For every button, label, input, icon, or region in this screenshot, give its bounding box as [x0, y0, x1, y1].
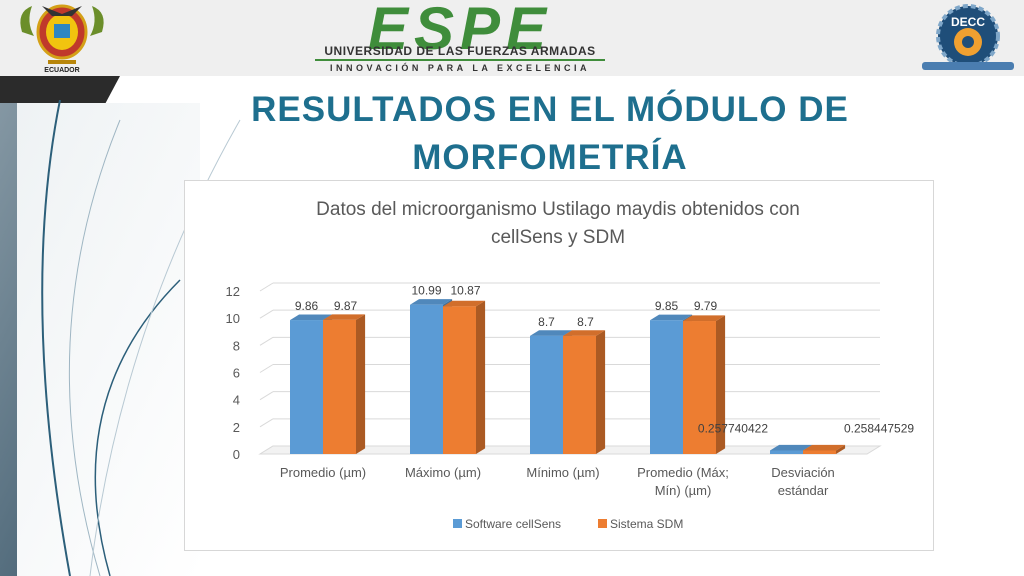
logo-divider [315, 59, 605, 61]
data-label: 9.79 [694, 299, 718, 313]
institution-name: UNIVERSIDAD DE LAS FUERZAS ARMADAS [324, 44, 596, 58]
y-tick-label: 10 [226, 311, 240, 326]
data-label: 10.99 [411, 284, 441, 298]
data-label: 8.7 [538, 315, 555, 329]
gridline-depth [259, 364, 274, 373]
bar-top [770, 444, 813, 451]
slide-title-line2: MORFOMETRÍA [412, 138, 688, 177]
institution-motto: INNOVACIÓN PARA LA EXCELENCIA [329, 63, 590, 73]
bar-side [836, 444, 846, 454]
data-label: 0.258447529 [844, 421, 914, 435]
decc-logo-icon: DECC [922, 4, 1014, 70]
y-tick-label: 0 [233, 447, 240, 462]
bar-top [683, 315, 726, 322]
chart-container: Datos del microorganismo Ustilago maydis… [184, 180, 934, 551]
bar-chart: Datos del microorganismo Ustilago maydis… [226, 199, 915, 531]
x-axis-label: Mín) (µm) [655, 483, 712, 498]
x-axis-label: estándar [778, 483, 829, 498]
bar [530, 335, 563, 454]
x-axis-labels: Promedio (µm) Máximo (µm) Mínimo (µm) Prome… [280, 465, 835, 498]
bar-side [596, 330, 606, 454]
gridline-depth [259, 391, 274, 401]
bar-side [356, 314, 366, 454]
gridline-depth [259, 336, 274, 346]
slide-title-line1: RESULTADOS EN EL MÓDULO DE [251, 90, 849, 129]
background-shade [0, 103, 200, 576]
legend-label: Software cellSens [465, 517, 561, 531]
y-tick-label: 8 [233, 338, 240, 353]
ecuador-seal-icon: ECUADOR [20, 4, 104, 74]
chart-title-line2: cellSens y SDM [491, 227, 625, 248]
y-axis-ticks: 0 2 4 6 8 10 12 [226, 284, 240, 462]
bar [803, 450, 836, 454]
y-tick-label: 2 [233, 420, 240, 435]
bar-top [323, 314, 366, 320]
legend-label: Sistema SDM [610, 517, 683, 531]
bars: 9.86 9.87 10.99 10.87 8.7 8.7 9.85 9.79 0.257740… [290, 284, 914, 454]
legend-swatch [453, 519, 462, 528]
bar-top [443, 300, 486, 307]
x-axis-label: Máximo (µm) [405, 465, 481, 480]
data-label: 9.87 [334, 299, 358, 313]
bar-top [563, 330, 606, 336]
bar [443, 306, 476, 454]
y-tick-label: 6 [233, 366, 240, 381]
bar [683, 321, 716, 454]
seal-caption: ECUADOR [44, 67, 79, 74]
x-axis-label: Mínimo (µm) [526, 465, 599, 480]
decc-label: DECC [951, 15, 985, 29]
bar-top [290, 314, 333, 321]
decorative-curves [41, 100, 241, 576]
espe-logo: ESPE [367, 0, 553, 62]
bar-top [803, 444, 846, 451]
chart-title-line1: Datos del microorganismo Ustilago maydis… [316, 199, 800, 220]
bar-top [410, 299, 453, 305]
bar-side [716, 315, 726, 454]
data-label: 9.85 [655, 299, 679, 313]
bar-top [530, 330, 573, 336]
bar [290, 320, 323, 454]
x-axis-label: Desviación [771, 465, 835, 480]
bar [563, 335, 596, 454]
bar [323, 319, 356, 454]
bar [650, 320, 683, 454]
bar-side [476, 300, 486, 454]
header-bar [0, 0, 1024, 76]
legend: Software cellSens Sistema SDM [453, 517, 683, 531]
data-label: 9.86 [295, 299, 319, 313]
dark-accent-tab [0, 76, 120, 103]
x-axis-label: Promedio (Máx; [637, 465, 729, 480]
bar [770, 450, 803, 454]
data-label: 10.87 [450, 284, 480, 298]
gridline-depth [259, 309, 274, 319]
data-label: 8.7 [577, 315, 594, 329]
legend-swatch [598, 519, 607, 528]
y-tick-label: 4 [233, 393, 240, 408]
x-axis-label: Promedio (µm) [280, 465, 366, 480]
bar-top [650, 314, 693, 321]
data-label: 0.257740422 [698, 421, 768, 435]
bar [410, 304, 443, 454]
gridline-depth [259, 418, 274, 428]
y-tick-label: 12 [226, 284, 240, 299]
gridline-depth [259, 282, 274, 292]
